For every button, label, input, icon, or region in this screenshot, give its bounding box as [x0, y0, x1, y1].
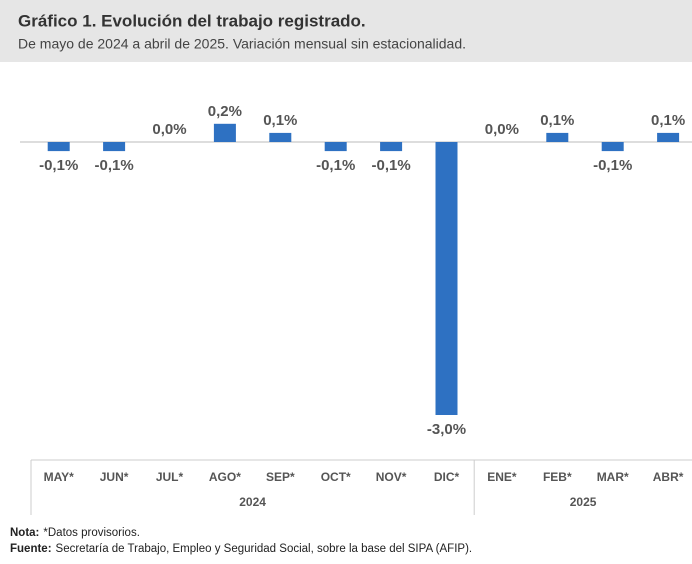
note: Fuente: Secretaría de Trabajo, Empleo y S… — [10, 541, 472, 557]
data-label: -0,1% — [316, 157, 355, 174]
note: Nota: *Datos provisorios. — [10, 525, 472, 541]
data-label: -0,1% — [95, 157, 134, 174]
data-label: 0,0% — [485, 121, 519, 138]
x-tick-label: AGO* — [209, 470, 241, 484]
notes: Nota: *Datos provisorios. Fuente: Secretarí… — [10, 525, 472, 557]
data-label: 0,1% — [540, 112, 574, 129]
x-tick-label: MAY* — [44, 470, 75, 484]
group-label: 2024 — [239, 495, 266, 509]
note-label: Nota: — [10, 527, 40, 539]
bar — [269, 132, 292, 142]
x-tick-label: ENE* — [487, 470, 517, 484]
bar — [47, 142, 70, 152]
bar — [657, 132, 680, 142]
x-tick-label: MAR* — [597, 470, 629, 484]
chart-subtitle: De mayo de 2024 a abril de 2025. Variaci… — [18, 36, 466, 52]
data-label: 0,1% — [263, 112, 297, 129]
chart: Gráfico 1. Evolución del trabajo registr… — [0, 0, 692, 515]
x-tick-label: OCT* — [321, 470, 351, 484]
bar — [435, 142, 458, 415]
chart-title: Gráfico 1. Evolución del trabajo registr… — [18, 11, 366, 30]
data-label: -0,1% — [372, 157, 411, 174]
data-label: 0,1% — [651, 112, 685, 129]
bar — [324, 142, 347, 152]
note-text: *Datos provisorios. — [43, 527, 140, 539]
x-tick-label: JUN* — [100, 470, 129, 484]
data-label: 0,2% — [208, 103, 242, 120]
x-tick-label: SEP* — [266, 470, 295, 484]
x-tick-label: JUL* — [156, 470, 184, 484]
note-label: Fuente: — [10, 543, 52, 555]
bar — [213, 123, 236, 142]
bar — [546, 132, 569, 142]
bar — [103, 142, 126, 152]
data-label: -3,0% — [427, 421, 466, 438]
bar — [601, 142, 624, 152]
data-label: -0,1% — [593, 157, 632, 174]
data-label: 0,0% — [152, 121, 186, 138]
bar — [380, 142, 403, 152]
data-label: -0,1% — [39, 157, 78, 174]
note-text: Secretaría de Trabajo, Empleo y Segurida… — [55, 543, 473, 555]
x-tick-label: DIC* — [434, 470, 460, 484]
x-tick-label: NOV* — [376, 470, 407, 484]
x-tick-label: ABR* — [653, 470, 684, 484]
group-label: 2025 — [570, 495, 597, 509]
header-band — [0, 0, 692, 62]
x-tick-label: FEB* — [543, 470, 572, 484]
